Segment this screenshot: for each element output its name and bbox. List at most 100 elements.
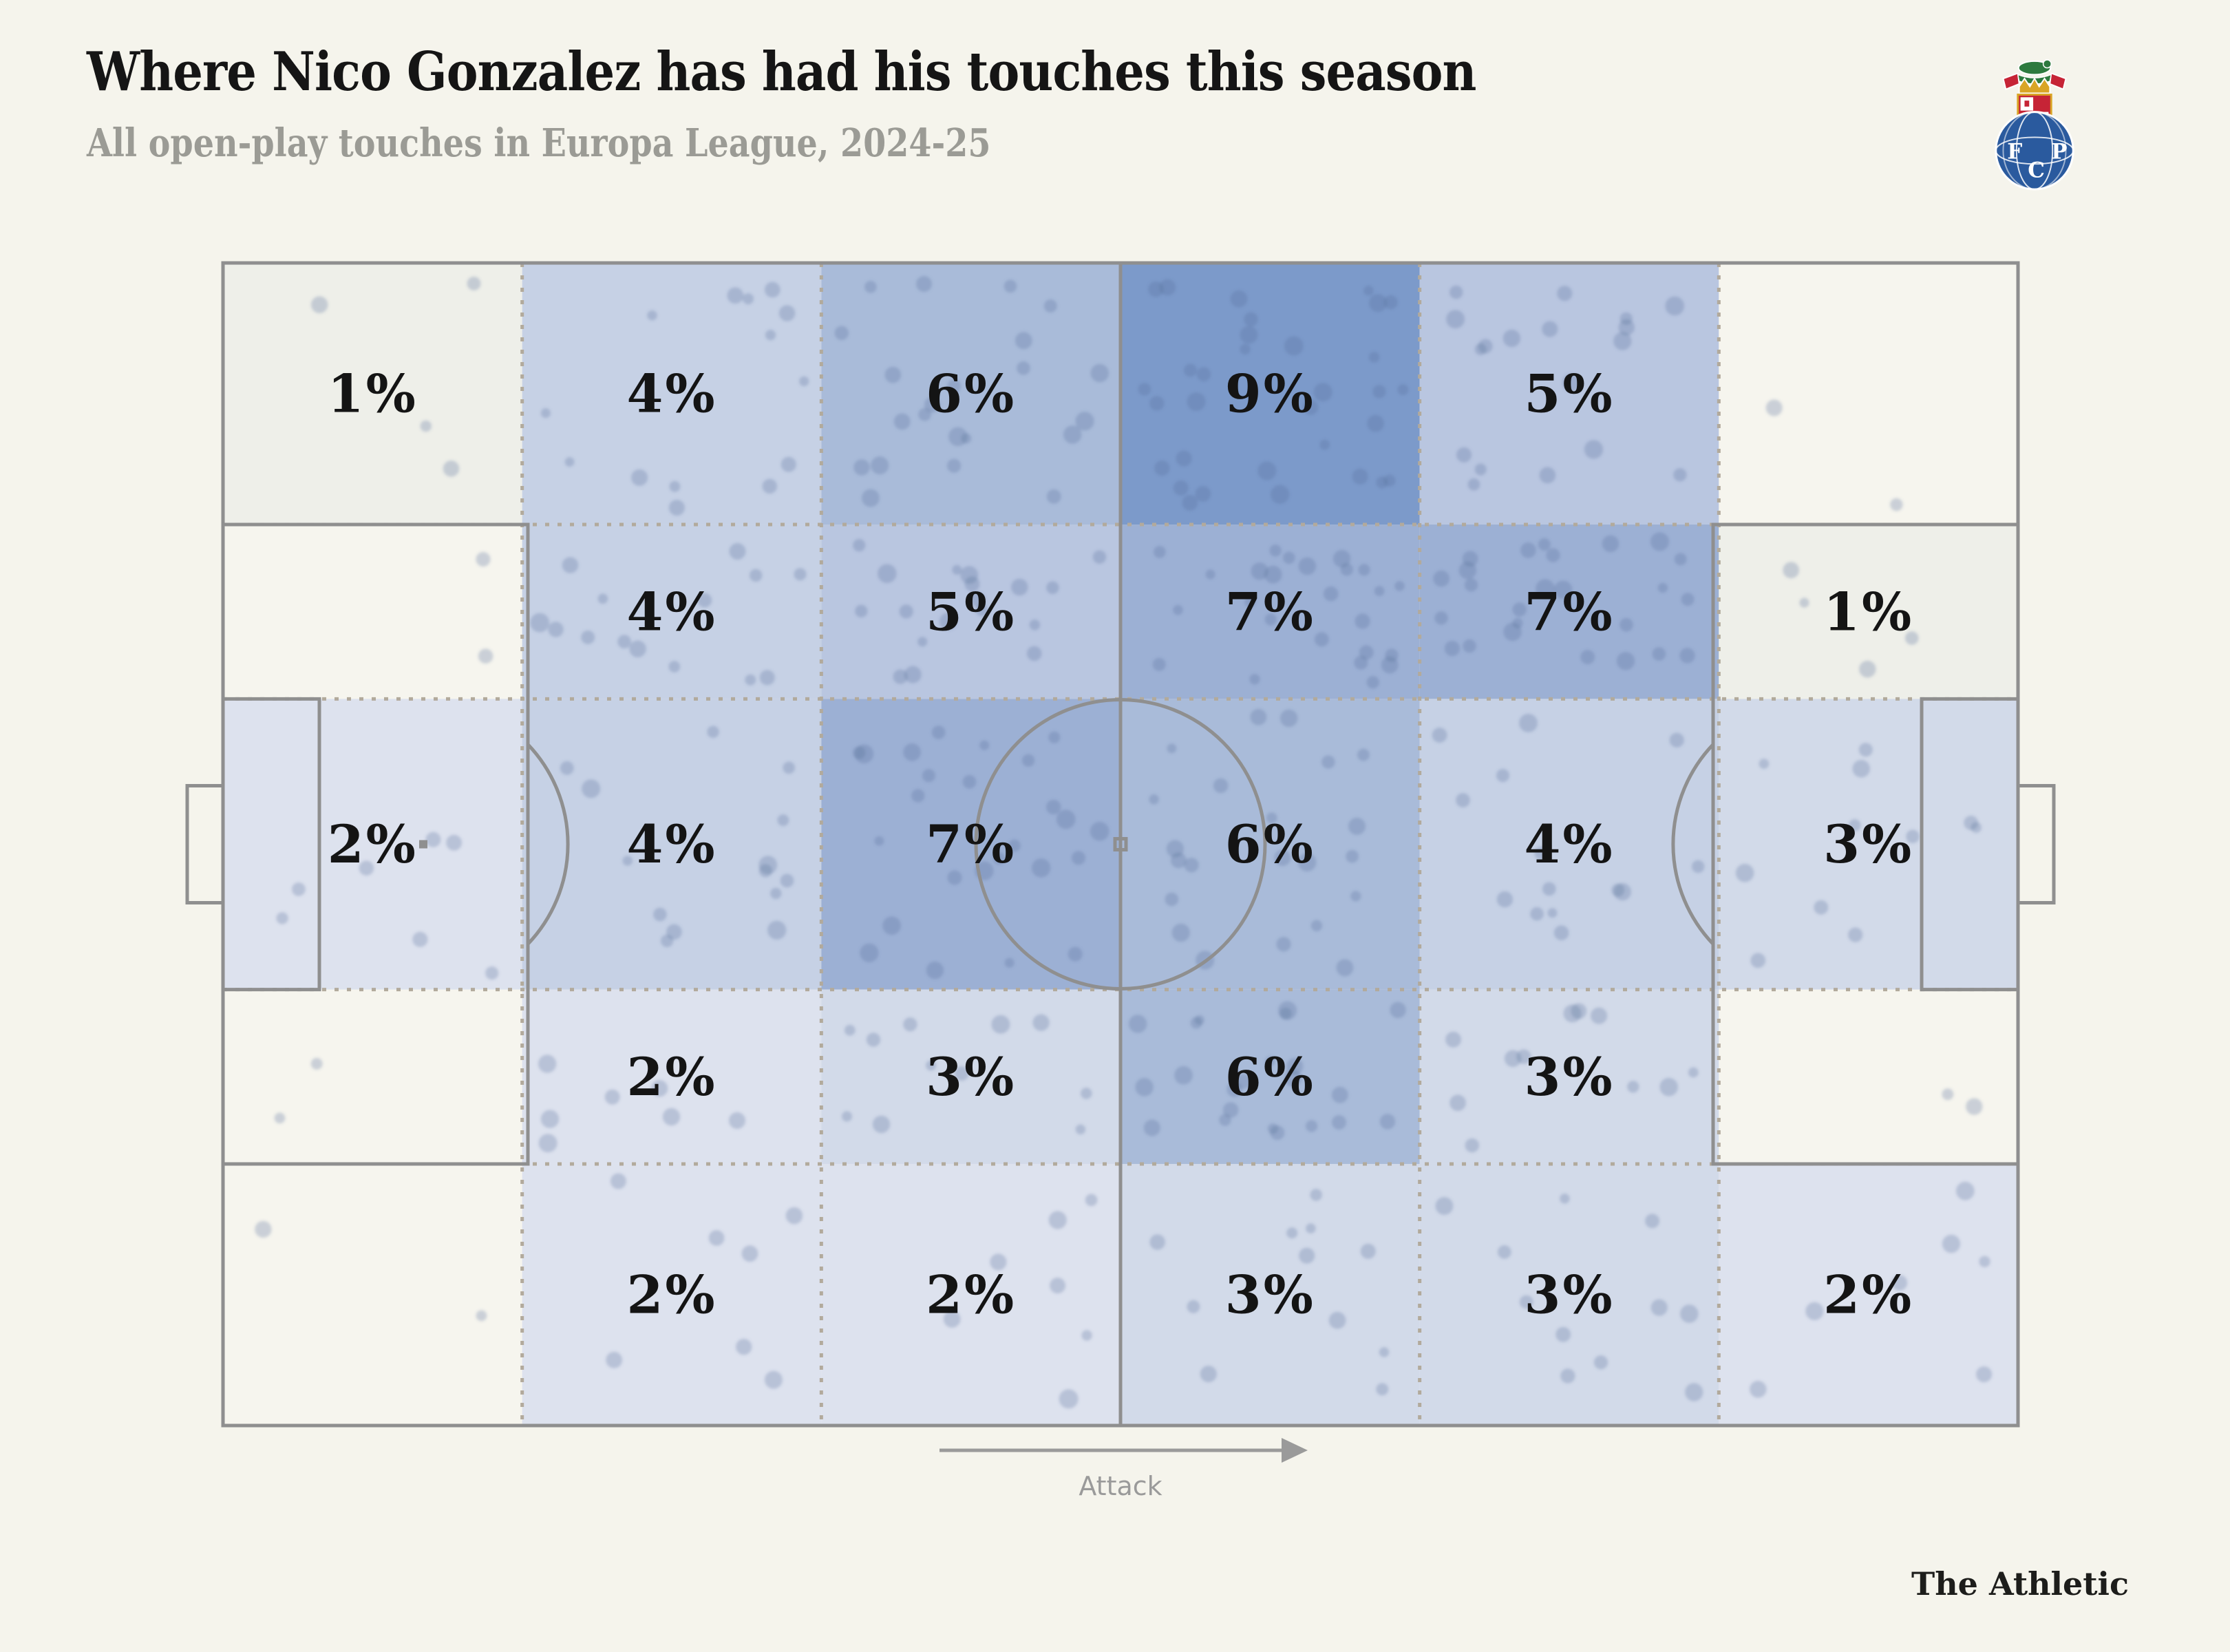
touch-dot <box>530 613 550 633</box>
touch-dot <box>764 1370 783 1389</box>
touch-dot <box>1385 648 1399 662</box>
touch-dot <box>864 280 877 293</box>
touch-dot <box>1015 332 1032 350</box>
touch-dot <box>1571 1003 1587 1019</box>
zone-percentage-label: 6% <box>1225 814 1315 875</box>
touch-dot <box>852 746 866 759</box>
zone-percentage-label: 4% <box>626 814 716 875</box>
touch-dot <box>629 640 646 657</box>
touch-dot <box>1048 1211 1067 1229</box>
zone-cell <box>821 989 1121 1164</box>
touch-dot <box>1071 851 1086 865</box>
touch-dot <box>861 489 880 507</box>
touch-dot <box>1050 1278 1066 1294</box>
touch-dot <box>872 1115 891 1134</box>
touch-dot <box>708 1230 725 1246</box>
touch-dot <box>729 542 746 560</box>
touch-dot <box>946 458 962 473</box>
touch-dot <box>1152 657 1166 671</box>
touch-dot <box>1165 892 1179 907</box>
touch-dot <box>1305 1120 1318 1132</box>
touch-dot <box>1618 319 1635 336</box>
touch-dot <box>255 1220 272 1238</box>
touch-dot <box>947 870 962 885</box>
touch-dot <box>668 500 686 516</box>
touch-dot <box>874 836 884 846</box>
touch-dot <box>1043 299 1057 313</box>
touch-dot <box>1542 321 1558 337</box>
touch-dot <box>538 1134 558 1153</box>
zone-percentage-label: 3% <box>1225 1264 1315 1326</box>
attack-arrow: Attack <box>939 1438 1308 1501</box>
touch-dot <box>1735 863 1754 882</box>
touch-dot <box>767 920 787 940</box>
touch-dot <box>853 459 870 476</box>
touch-dot <box>1196 367 1211 381</box>
touch-dot <box>1314 632 1329 647</box>
touch-dot <box>1848 927 1863 942</box>
zone-cell <box>223 1163 522 1426</box>
touch-dot <box>1063 425 1082 444</box>
zone-percentage-label: 3% <box>1524 1046 1614 1108</box>
touch-dot <box>1354 655 1368 670</box>
touch-dot <box>764 282 780 298</box>
touch-dot <box>1302 399 1319 415</box>
touch-dot <box>794 568 807 581</box>
touch-dot <box>749 569 763 582</box>
touch-dot <box>540 408 551 419</box>
touch-dot <box>1591 1007 1608 1024</box>
touch-dot <box>882 916 901 935</box>
touch-dot <box>1173 480 1189 496</box>
touch-dot <box>1310 920 1323 932</box>
touch-dot <box>860 943 879 963</box>
touch-dot <box>990 1253 1007 1271</box>
touch-dot <box>1328 1311 1346 1329</box>
zone-percentage-label: 4% <box>626 363 716 425</box>
touch-dot <box>799 376 809 387</box>
touch-dot <box>1075 412 1094 431</box>
touch-dot <box>1085 1194 1098 1207</box>
touch-dot <box>1547 908 1558 918</box>
touch-dot <box>1264 565 1282 584</box>
touch-dot <box>783 761 796 774</box>
touch-dot <box>1017 361 1030 375</box>
crest-crown-icon <box>2018 77 2051 94</box>
touch-dot <box>1240 326 1258 344</box>
touch-dot <box>915 275 933 293</box>
touch-dot <box>1003 279 1017 293</box>
zone-percentage-label: 1% <box>1823 581 1913 642</box>
touch-dot <box>778 305 796 321</box>
touch-dot <box>1966 1098 1983 1115</box>
touch-dot <box>1284 336 1304 356</box>
crest-letter-c: C <box>2028 158 2045 183</box>
touch-dot <box>939 613 957 631</box>
touch-dot <box>853 538 866 552</box>
zone-cell <box>1121 1163 1420 1426</box>
touch-dot <box>964 576 980 592</box>
touch-dot <box>1942 1088 1954 1101</box>
touch-dot <box>707 726 719 739</box>
touch-dot <box>1182 494 1198 511</box>
touch-dot <box>918 407 931 421</box>
touch-dot <box>1154 460 1170 476</box>
touch-dot <box>597 593 608 604</box>
touch-dot <box>855 604 868 617</box>
crest-letter-f: F <box>2007 139 2022 164</box>
touch-dot <box>1546 548 1560 562</box>
touch-dot <box>1367 414 1384 432</box>
touch-dot <box>1167 743 1177 754</box>
touch-dot <box>1680 1304 1699 1323</box>
touch-dot <box>1321 755 1335 769</box>
touch-dot <box>1068 946 1083 962</box>
touch-dot <box>1230 290 1248 308</box>
touch-dot <box>1379 1114 1396 1130</box>
touch-dot <box>1205 569 1215 580</box>
touch-dot <box>1092 550 1107 564</box>
attack-label: Attack <box>1079 1471 1162 1501</box>
touch-dot <box>1266 812 1277 824</box>
touch-dot <box>1135 1078 1154 1097</box>
touch-dot <box>1264 613 1277 626</box>
touch-dot <box>1519 1295 1533 1309</box>
touch-dot <box>1369 294 1388 313</box>
